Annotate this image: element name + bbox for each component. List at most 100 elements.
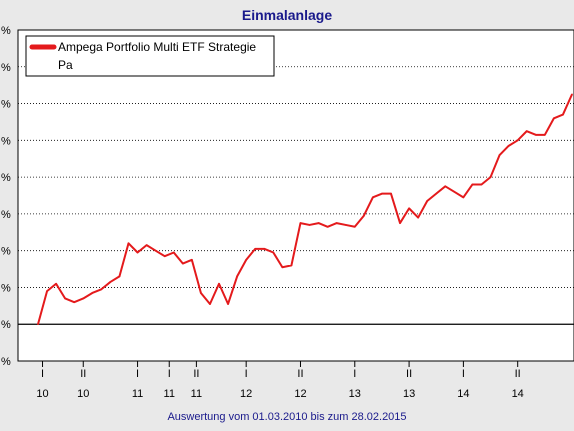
legend-label: Ampega Portfolio Multi ETF Strategie	[58, 40, 256, 54]
data-point	[127, 242, 130, 245]
legend: Ampega Portfolio Multi ETF Strategie Pa	[25, 35, 275, 77]
data-point	[534, 134, 537, 136]
data-point	[163, 255, 166, 257]
x-tick-label-year: 10	[36, 388, 48, 400]
data-point	[553, 117, 555, 120]
y-tick-label: %	[1, 135, 11, 147]
data-point	[571, 93, 573, 96]
data-point	[381, 192, 383, 195]
x-tick-label-half: II	[193, 368, 199, 380]
data-point	[426, 200, 428, 202]
data-point	[182, 262, 184, 265]
y-tick-label: %	[1, 62, 11, 74]
data-point	[335, 222, 338, 224]
x-tick-label-year: 14	[457, 388, 469, 400]
x-tick-label-year: 11	[164, 388, 175, 400]
plot-area	[18, 30, 574, 361]
data-point	[191, 259, 193, 261]
x-tick-label-half: II	[297, 368, 303, 380]
data-point	[281, 266, 284, 269]
x-tick-label-half: II	[515, 368, 521, 380]
data-point	[308, 224, 311, 226]
data-point	[136, 251, 139, 254]
data-point	[326, 225, 329, 228]
data-point	[37, 323, 39, 326]
data-point	[227, 303, 229, 305]
plot-frame	[17, 29, 574, 362]
x-tick-label-half: I	[168, 368, 171, 380]
y-tick-label: %	[1, 99, 11, 111]
chart-footer: Auswertung vom 01.03.2010 bis zum 28.02.…	[167, 411, 406, 423]
data-point	[372, 196, 374, 199]
data-point	[390, 192, 392, 195]
x-tick-label-half: I	[41, 368, 44, 380]
x-tick-label-year: 12	[240, 388, 252, 400]
data-point	[516, 139, 519, 142]
y-axis-tick-labels: %%%%%%%%%%	[1, 25, 11, 368]
data-point	[100, 288, 103, 291]
data-point	[408, 207, 410, 210]
data-point	[525, 130, 528, 132]
data-point	[444, 185, 447, 188]
x-tick-label-half: I	[136, 368, 139, 380]
data-point	[489, 176, 492, 178]
data-point	[435, 192, 438, 195]
data-point	[82, 297, 85, 300]
x-tick-label-year: 14	[512, 388, 524, 400]
x-tick-label-half: II	[406, 368, 412, 380]
data-point	[299, 222, 302, 224]
data-point	[562, 113, 564, 116]
x-tick-label-year: 10	[77, 388, 89, 400]
legend-label-continued: Pa	[58, 58, 73, 72]
grid-lines	[17, 29, 574, 362]
data-point	[471, 183, 474, 186]
data-point	[209, 303, 211, 305]
data-point	[200, 292, 202, 294]
data-point	[344, 224, 347, 226]
data-point	[46, 290, 48, 292]
x-tick-label-half: I	[462, 368, 465, 380]
x-tick-label-year: 13	[349, 388, 361, 400]
chart-title: Einmalanlage	[242, 7, 332, 23]
x-tick-label-half: II	[80, 368, 86, 380]
y-tick-label: %	[1, 246, 11, 258]
data-point	[236, 275, 238, 278]
data-point	[290, 264, 293, 267]
data-point	[118, 275, 121, 278]
y-tick-label: %	[1, 172, 11, 184]
data-point	[363, 214, 365, 217]
y-tick-label: %	[1, 25, 11, 37]
data-point	[263, 248, 266, 250]
data-point	[145, 244, 148, 246]
data-point	[399, 222, 401, 224]
x-tick-label-year: 11	[132, 388, 143, 400]
y-tick-label: %	[1, 282, 11, 294]
x-tick-label-year: 12	[294, 388, 306, 400]
data-point	[498, 154, 501, 156]
legend-box	[25, 35, 275, 77]
data-point	[507, 145, 510, 147]
data-point	[480, 183, 483, 186]
data-point	[272, 251, 275, 254]
y-tick-label: %	[1, 356, 11, 368]
x-tick-label-year: 13	[403, 388, 415, 400]
data-point	[73, 301, 76, 303]
data-point	[64, 297, 66, 300]
data-point	[245, 259, 247, 261]
data-point	[462, 196, 465, 199]
data-point	[417, 216, 419, 219]
data-point	[109, 281, 112, 283]
data-point	[453, 191, 456, 193]
data-point	[172, 251, 175, 254]
y-tick-label: %	[1, 209, 11, 221]
data-point	[218, 282, 220, 285]
data-point	[55, 282, 57, 285]
series-layer	[37, 93, 573, 326]
data-point	[353, 225, 356, 228]
x-axis-ticks: I 10 II 10 I 11 I 11 II 11 I 12 II 12 I 13 II 13 I 14 II 14	[36, 361, 524, 400]
x-tick-label-half: I	[245, 368, 248, 380]
x-tick-label-half: I	[353, 368, 356, 380]
series-line	[37, 93, 573, 325]
